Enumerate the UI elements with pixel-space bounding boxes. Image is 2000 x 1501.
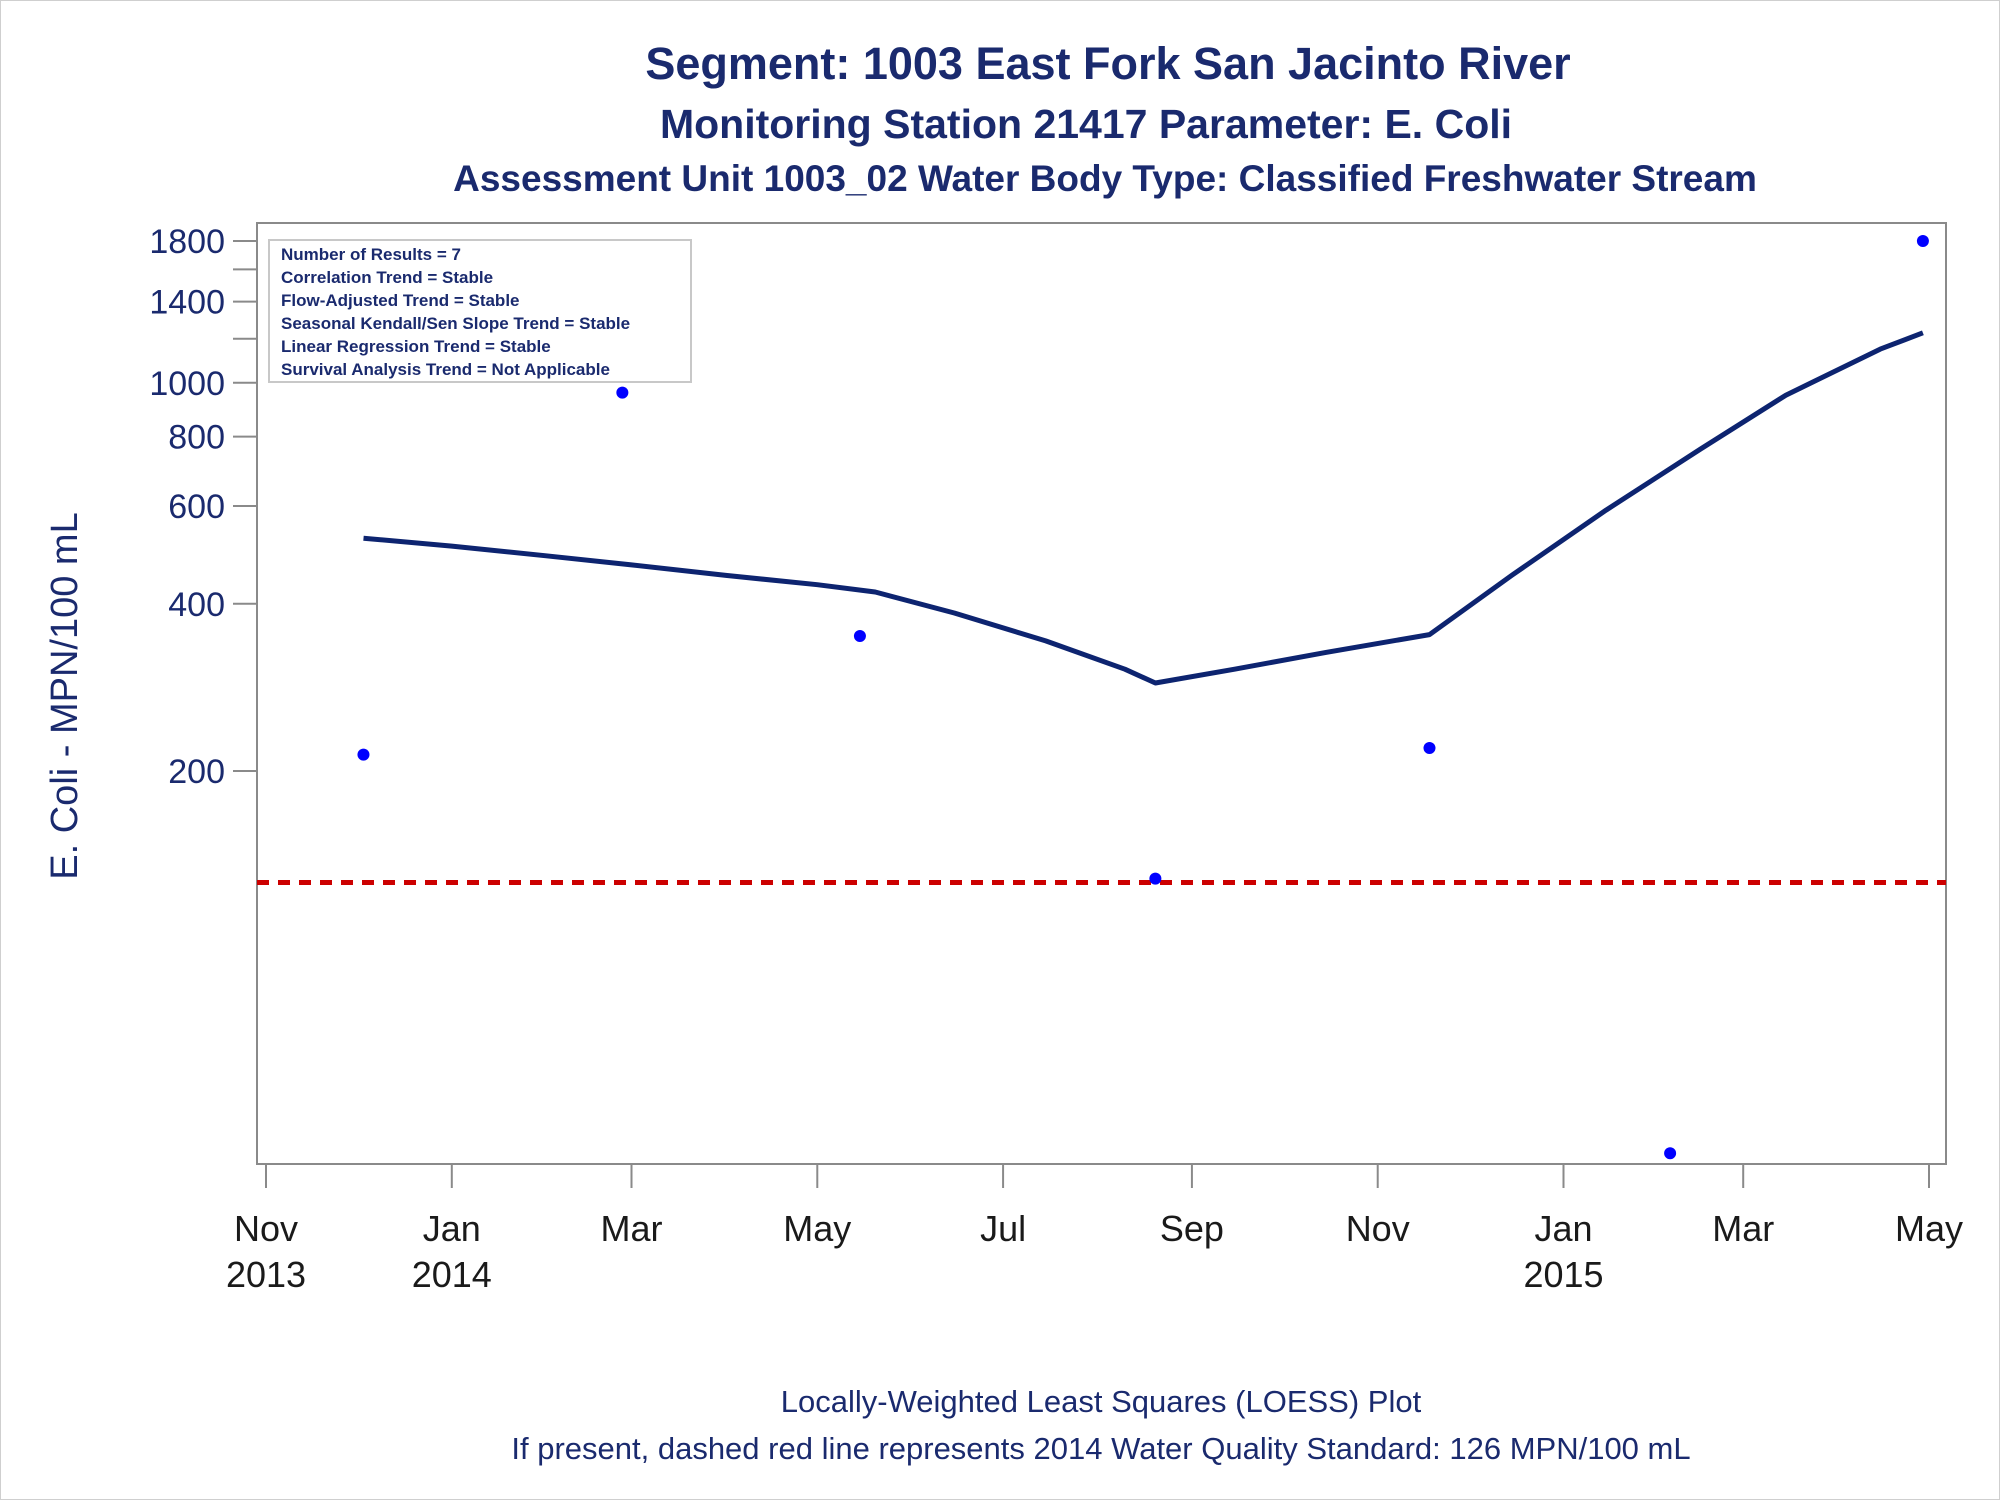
x-tick-label: 2014 xyxy=(412,1254,492,1295)
data-point xyxy=(357,748,370,761)
stats-number-of-results: Number of Results = 7 xyxy=(281,245,461,264)
stats-box-border xyxy=(268,239,692,383)
x-tick-label: 2015 xyxy=(1523,1254,1603,1295)
chart-subtitle: Monitoring Station 21417 Parameter: E. C… xyxy=(660,101,1512,147)
y-tick-label: 200 xyxy=(168,753,225,791)
chart-subtitle-2: Assessment Unit 1003_02 Water Body Type:… xyxy=(453,158,1757,199)
data-point xyxy=(1149,872,1162,885)
x-tick-label: May xyxy=(1895,1208,1963,1249)
y-tick-label: 1400 xyxy=(149,284,225,322)
y-tick-label: 600 xyxy=(168,488,225,526)
x-tick-label: May xyxy=(783,1208,851,1249)
data-point xyxy=(1423,742,1436,755)
y-axis: 200 400 600 800 1000 1400 1800 xyxy=(149,223,257,791)
x-tick-label: Jan xyxy=(423,1208,481,1249)
y-tick-label: 1000 xyxy=(149,365,225,403)
stats-survival-analysis-trend: Survival Analysis Trend = Not Applicable xyxy=(281,360,610,379)
x-tick-label: Nov xyxy=(1346,1208,1410,1249)
chart-title: Segment: 1003 East Fork San Jacinto Rive… xyxy=(645,38,1570,89)
stats-flow-adjusted-trend: Flow-Adjusted Trend = Stable xyxy=(281,291,520,310)
stats-seasonal-kendall-trend: Seasonal Kendall/Sen Slope Trend = Stabl… xyxy=(281,314,630,333)
x-tick-label: Nov xyxy=(234,1208,298,1249)
x-tick-label: Jan xyxy=(1534,1208,1592,1249)
footnote-loess: Locally-Weighted Least Squares (LOESS) P… xyxy=(781,1384,1422,1419)
footnote-standard: If present, dashed red line represents 2… xyxy=(511,1431,1690,1466)
stats-correlation-trend: Correlation Trend = Stable xyxy=(281,268,493,287)
loess-curve xyxy=(363,330,1924,686)
x-tick-label: Sep xyxy=(1160,1208,1224,1249)
x-tick-label: Jul xyxy=(980,1208,1026,1249)
y-tick-label: 1800 xyxy=(149,223,225,261)
data-point xyxy=(616,386,629,399)
stats-linear-regression-trend: Linear Regression Trend = Stable xyxy=(281,337,551,356)
data-points xyxy=(357,235,1929,1160)
y-tick-label: 800 xyxy=(168,419,225,457)
x-tick-label: Mar xyxy=(1712,1208,1774,1249)
data-point xyxy=(853,630,866,643)
x-tick-label: 2013 xyxy=(226,1254,306,1295)
trend-stats-box: Number of Results = 7 Correlation Trend … xyxy=(268,239,692,383)
plot-area xyxy=(256,222,1947,1165)
y-axis-label: E. Coli - MPN/100 mL xyxy=(44,512,86,879)
x-tick-label: Mar xyxy=(600,1208,662,1249)
y-tick-label: 400 xyxy=(168,586,225,624)
data-point xyxy=(1916,235,1929,247)
data-point xyxy=(1664,1147,1677,1160)
x-axis: Nov 2013 Jan 2014 Mar May Jul Sep Nov Jan 2015 Mar M… xyxy=(226,1164,1963,1295)
